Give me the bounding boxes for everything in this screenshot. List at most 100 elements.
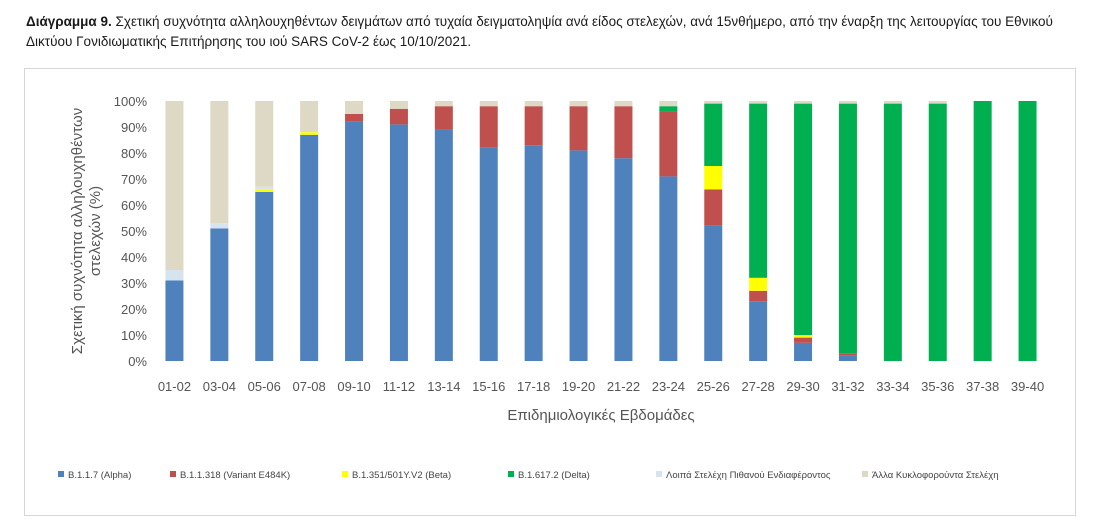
y-tick-label: 50% <box>121 224 147 239</box>
y-tick-label: 80% <box>121 146 147 161</box>
bar-segment <box>704 101 723 104</box>
bar-segment <box>569 101 588 107</box>
bar-segment <box>838 355 857 361</box>
bar-segment <box>165 270 184 281</box>
bar-segment <box>524 101 543 107</box>
bar-segment <box>838 101 857 104</box>
y-tick-label: 30% <box>121 276 147 291</box>
legend-swatch <box>862 471 868 477</box>
bar-segment <box>479 101 498 107</box>
bar-segment <box>434 101 453 107</box>
x-tick-label: 21-22 <box>607 379 640 394</box>
bar-segment <box>749 101 768 104</box>
bar-segment <box>1018 101 1037 361</box>
bar-segment <box>749 277 768 291</box>
chart-frame <box>24 68 1076 516</box>
bar-segment <box>569 106 588 151</box>
x-tick-label: 13-14 <box>427 379 460 394</box>
bar-segment <box>838 103 857 354</box>
legend-label: B.1.1.7 (Alpha) <box>68 470 131 481</box>
x-tick-label: 17-18 <box>517 379 550 394</box>
bar-segment <box>345 121 364 361</box>
bar-segment <box>300 132 319 135</box>
bar-segment <box>794 342 813 361</box>
y-axis-title: Σχετική συχνότητα αλληλουχηθέντωνστελεχώ… <box>69 108 104 354</box>
legend-swatch <box>170 471 176 477</box>
bar-segment <box>210 228 229 361</box>
y-tick-label: 20% <box>121 302 147 317</box>
x-tick-label: 33-34 <box>876 379 909 394</box>
bar-segment <box>389 124 408 362</box>
bar-segment <box>749 301 768 361</box>
legend-label: Λοιπά Στελέχη Πιθανού Ενδιαφέροντος <box>666 470 831 481</box>
bar-segment <box>794 101 813 104</box>
bar-segment <box>883 103 902 361</box>
x-axis-ticks: 01-02 03-04 05-06 07-08 09-10 11-12 13-14 15-16… <box>158 379 1044 394</box>
y-axis-ticks: 0% 10% 20% 30% 40% 50% 60% 70% 80% 90% 100% <box>114 94 148 369</box>
legend-label: Άλλα Κυκλοφορούντα Στελέχη <box>872 470 999 481</box>
x-tick-label: 31-32 <box>831 379 864 394</box>
x-tick-label: 19-20 <box>562 379 595 394</box>
legend-swatch <box>58 471 64 477</box>
bar-segment <box>524 106 543 146</box>
bar-segment <box>749 103 768 278</box>
y-tick-label: 40% <box>121 250 147 265</box>
bar-segments <box>165 101 1037 362</box>
bar-segment <box>345 101 364 114</box>
bar-segment <box>794 335 813 338</box>
bar-segment <box>165 280 184 361</box>
x-tick-label: 07-08 <box>293 379 326 394</box>
bar-segment <box>569 150 588 361</box>
x-tick-label: 27-28 <box>742 379 775 394</box>
legend-label: B.1.617.2 (Delta) <box>518 470 590 481</box>
bar-segment <box>973 101 992 361</box>
bar-segment <box>300 101 319 133</box>
bar-segment <box>659 176 678 361</box>
bar-segment <box>749 290 768 302</box>
bar-segment <box>434 106 453 130</box>
bar-segment <box>704 166 723 190</box>
y-tick-label: 100% <box>114 94 148 109</box>
bar-segment <box>255 101 274 187</box>
legend-swatch <box>508 471 514 477</box>
legend-label: B.1.351/501Y.V2 (Beta) <box>352 470 451 481</box>
y-tick-label: 0% <box>128 354 147 369</box>
bar-segment <box>434 129 453 361</box>
x-axis-title: Επιδημιολογικές Εβδομάδες <box>507 407 694 424</box>
bar-segment <box>928 103 947 361</box>
y-tick-label: 90% <box>121 120 147 135</box>
legend: B.1.1.7 (Alpha) B.1.1.318 (Variant E484K)… <box>58 470 999 481</box>
x-tick-label: 11-12 <box>383 379 415 394</box>
bar-segment <box>389 101 408 109</box>
bar-segment <box>704 103 723 166</box>
bar-segment <box>883 101 902 104</box>
y-tick-label: 70% <box>121 172 147 187</box>
legend-label: B.1.1.318 (Variant E484K) <box>180 470 290 481</box>
x-tick-label: 29-30 <box>786 379 819 394</box>
caption-label: Διάγραμμα 9. <box>26 14 112 29</box>
bar-segment <box>345 114 364 122</box>
bar-segment <box>165 101 184 270</box>
bar-segment <box>479 106 498 148</box>
x-tick-label: 05-06 <box>248 379 281 394</box>
bar-segment <box>704 189 723 226</box>
bar-segment <box>255 186 274 190</box>
bar-segment <box>659 106 678 112</box>
y-tick-label: 10% <box>121 328 147 343</box>
bar-segment <box>524 145 543 361</box>
bar-segment <box>794 103 813 335</box>
y-tick-label: 60% <box>121 198 147 213</box>
bar-segment <box>614 106 633 159</box>
x-tick-label: 35-36 <box>921 379 954 394</box>
bar-segment <box>389 108 408 125</box>
x-tick-label: 23-24 <box>652 379 685 394</box>
y-axis-title-line: Σχετική συχνότητα αλληλουχηθέντων <box>69 108 86 354</box>
x-tick-label: 01-02 <box>158 379 191 394</box>
bar-segment <box>300 134 319 361</box>
bar-segment <box>210 101 229 224</box>
bar-segment <box>704 225 723 361</box>
bar-segment <box>614 158 633 361</box>
y-axis-title-line: στελεχών (%) <box>87 186 104 276</box>
caption-text: Σχετική συχνότητα αλληλουχηθέντων δειγμά… <box>26 14 1053 49</box>
bar-segment <box>210 223 229 229</box>
